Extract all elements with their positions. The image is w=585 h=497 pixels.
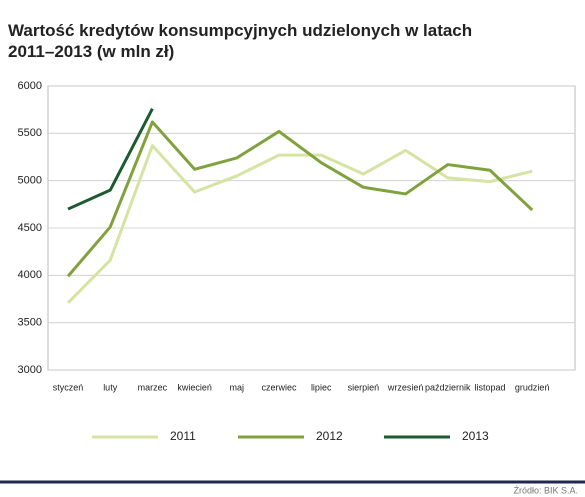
- legend-label: 2012: [316, 429, 343, 443]
- x-tick-label: listopad: [474, 382, 505, 392]
- y-tick-label: 5000: [18, 175, 42, 187]
- x-tick-label: kwiecień: [177, 382, 212, 392]
- series-line: [67, 108, 154, 211]
- x-tick-label: maj: [230, 382, 245, 392]
- x-tick-label: lipiec: [311, 382, 332, 392]
- x-tick-label: luty: [103, 382, 118, 392]
- x-tick-label: marzec: [138, 382, 168, 392]
- x-tick-label: wrzesień: [387, 382, 424, 392]
- y-tick-label: 4500: [18, 222, 42, 234]
- legend-label: 2011: [170, 429, 196, 443]
- x-tick-label: październik: [425, 382, 471, 392]
- y-tick-label: 6000: [18, 80, 42, 92]
- y-tick-label: 3000: [18, 364, 42, 376]
- chart-title: Wartość kredytów konsumpcyjnych udzielon…: [8, 21, 472, 61]
- y-tick-label: 4000: [18, 269, 42, 281]
- legend-label: 2013: [462, 429, 489, 443]
- x-tick-label: czerwiec: [261, 382, 297, 392]
- series-line: [66, 144, 533, 304]
- y-tick-label: 5500: [18, 127, 42, 139]
- x-tick-label: grudzień: [515, 382, 550, 392]
- x-tick-label: sierpień: [348, 382, 380, 392]
- source: Źródło: BIK S.A.: [513, 485, 578, 495]
- x-tick-label: styczeń: [53, 382, 84, 392]
- series-line: [66, 120, 534, 278]
- y-tick-label: 3500: [18, 317, 42, 329]
